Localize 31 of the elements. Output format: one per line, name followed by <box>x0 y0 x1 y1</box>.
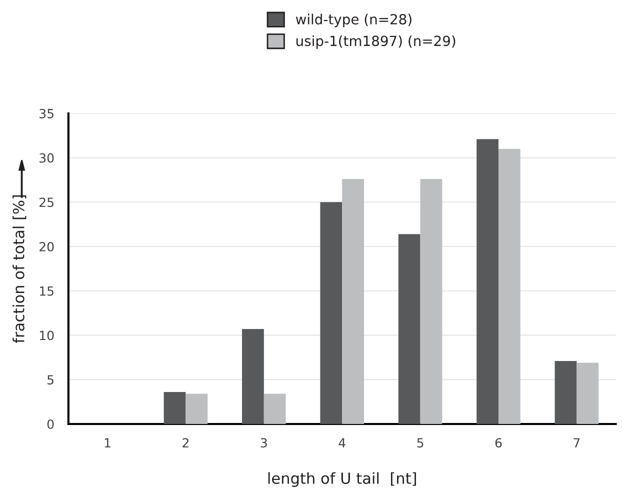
y-tick-label: 5 <box>48 375 54 385</box>
x-tick-label: 1 <box>104 438 110 448</box>
x-tick-label: 4 <box>338 438 346 448</box>
y-tick-label: 30 <box>40 153 54 163</box>
bar <box>476 139 498 424</box>
y-tick-label: 25 <box>40 198 54 208</box>
bar <box>320 202 342 424</box>
bar <box>164 392 186 424</box>
bar <box>498 148 520 424</box>
bar <box>264 394 286 424</box>
y-tick-label: 0 <box>47 419 54 429</box>
y-tick-label: 35 <box>40 108 54 118</box>
x-tick-label: 5 <box>417 438 424 448</box>
bar <box>186 394 208 424</box>
y-tick-label: 10 <box>40 330 54 340</box>
legend-label: usip-1(tm1897) (n=29) <box>296 35 456 49</box>
x-tick-label: 7 <box>574 438 580 448</box>
bar <box>420 179 442 424</box>
x-tick-label: 6 <box>495 438 502 448</box>
bar <box>242 329 264 424</box>
bar <box>342 179 364 424</box>
bar <box>576 362 599 424</box>
y-tick-label: 20 <box>40 242 54 252</box>
x-tick-label: 3 <box>260 438 267 448</box>
bar <box>554 360 577 424</box>
legend-label: wild-type (n=28) <box>296 14 412 28</box>
x-tick-label: 2 <box>182 438 188 448</box>
x-axis-title: length of U tail [nt] <box>268 472 416 487</box>
bar <box>398 234 420 424</box>
y-tick-label: 15 <box>40 286 54 296</box>
y-axis-title: fraction of total [%] <box>12 195 26 344</box>
